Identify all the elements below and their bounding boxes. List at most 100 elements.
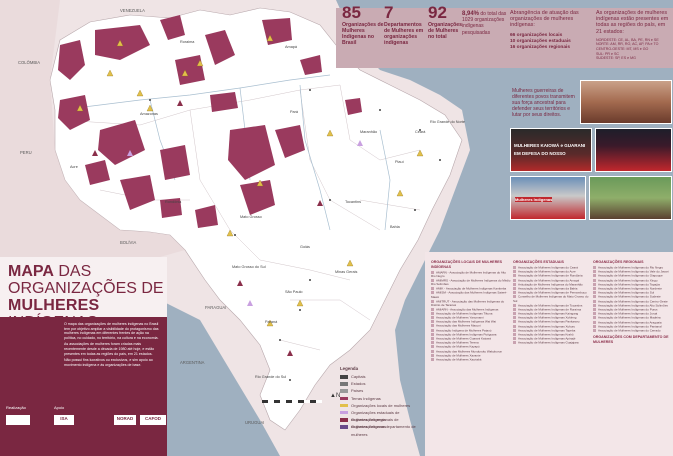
indigenous-lands bbox=[58, 15, 362, 228]
legend-label: Organizações locais de mulheres bbox=[351, 402, 411, 408]
state-label: Amapá bbox=[285, 45, 298, 49]
country-label: PARAGUAI bbox=[205, 305, 227, 310]
list-item: Associação de Mulheres Indígenas do Cear… bbox=[513, 265, 593, 270]
state-label: Minas Gerais bbox=[335, 270, 358, 274]
list-item: Associação de Mulheres Indígenas do Nord… bbox=[593, 286, 673, 291]
bullet-icon bbox=[513, 291, 516, 295]
bullet-icon bbox=[431, 279, 434, 283]
bullet-icon bbox=[431, 337, 434, 341]
bullet-icon bbox=[513, 341, 516, 345]
list-item: Associação de Mulheres Indígenas Tikuna bbox=[431, 311, 511, 316]
list-item: Associação de Mulheres Indígenas do Sul bbox=[593, 291, 673, 295]
bullet-icon bbox=[593, 266, 596, 269]
bullet-icon bbox=[593, 278, 596, 282]
country-label: PERU bbox=[20, 150, 32, 155]
bullet-icon bbox=[513, 320, 516, 324]
region-item: NORDESTE: CE, AL, BA, PE, RN e SE bbox=[596, 37, 659, 42]
list-item: Associação de Mulheres Indígenas Xukuru bbox=[513, 324, 593, 329]
country-label: VENEZUELA bbox=[120, 8, 145, 13]
list-item: Associação de Mulheres Indígenas do Amap… bbox=[513, 278, 593, 283]
intro-text: O mapa das organizações de mulheres indí… bbox=[64, 322, 160, 369]
region-item: CENTRO-OESTE: MT, MS e GO bbox=[596, 47, 649, 51]
list-item: Associação de Mulheres Yanomami bbox=[431, 315, 511, 320]
list-item: Associação de Mulheres Indígenas Potigua… bbox=[431, 332, 511, 337]
bullet-icon bbox=[593, 282, 596, 286]
scope-item: 10 organizações estaduais bbox=[510, 38, 571, 44]
organization-markers bbox=[76, 34, 424, 356]
list-item: AMARN - Associação de Mulheres Indígenas… bbox=[431, 270, 507, 279]
stat-value: 85 bbox=[342, 3, 361, 22]
list-section-heading: ORGANIZAÇÕES REGIONAIS bbox=[593, 260, 644, 264]
state-label: Mato Grosso bbox=[240, 215, 262, 219]
legend-swatch bbox=[340, 389, 348, 393]
list-item: Associação de Mulheres Indígenas Tapeba bbox=[513, 328, 593, 333]
legend-label: Capitais bbox=[351, 374, 366, 379]
bullet-icon bbox=[513, 303, 516, 307]
legend-swatch bbox=[340, 410, 348, 415]
list-item: Associação de Mulheres Indígenas do Cerr… bbox=[593, 328, 673, 333]
scale-bar bbox=[262, 400, 322, 403]
title-rest: DAS bbox=[58, 263, 92, 280]
state-label: Pará bbox=[290, 110, 299, 114]
photo-group-2 bbox=[595, 128, 672, 172]
bullet-icon bbox=[513, 332, 516, 336]
list-section-heading: ORGANIZAÇÕES LOCAIS DE MULHERES INDÍGENA… bbox=[431, 260, 503, 269]
banner-text: MULHERES KAIOWÁ e GUARANI bbox=[514, 143, 586, 148]
legend-swatch bbox=[340, 418, 348, 422]
logo: CAFOD bbox=[140, 415, 166, 425]
bullet-icon bbox=[593, 303, 596, 307]
bullet-icon bbox=[513, 311, 516, 315]
bullet-icon bbox=[431, 307, 434, 311]
logo: ISA bbox=[54, 415, 74, 425]
list-item: Associação de Mulheres Indígenas do Acre bbox=[513, 270, 593, 274]
state-label: Mato Grosso do Sul bbox=[232, 265, 266, 269]
state-label: Bahia bbox=[390, 225, 400, 229]
bullet-icon bbox=[513, 282, 516, 286]
country-label: ARGENTINA bbox=[180, 360, 205, 365]
region-item: SUL: PR e SC bbox=[596, 51, 619, 56]
state-label: Paraná bbox=[265, 320, 278, 324]
scope-block: Abrangência de atuação das organizações … bbox=[510, 10, 590, 51]
legend-swatch bbox=[340, 375, 348, 379]
list-item: Associação de Mulheres Indígenas de Rora… bbox=[513, 307, 593, 312]
bullet-icon bbox=[513, 274, 516, 278]
legend-label: Países bbox=[351, 388, 364, 394]
title-bold: MULHERES bbox=[8, 297, 100, 314]
legend-item: Estados bbox=[340, 380, 416, 387]
bullet-icon bbox=[593, 308, 596, 312]
country-label: BOLÍVIA bbox=[120, 240, 137, 245]
legend-label: Organizações com departamento de mulhere… bbox=[351, 424, 416, 437]
brazil-territory bbox=[49, 7, 463, 431]
list-column: ORGANIZAÇÕES LOCAIS DE MULHERES INDÍGENA… bbox=[431, 258, 511, 362]
legend-item: Organizações com departamento de mulhere… bbox=[340, 423, 416, 437]
bullet-icon bbox=[431, 299, 434, 303]
state-label: Rio Grande do Norte bbox=[430, 120, 466, 124]
state-label: Goiás bbox=[300, 245, 310, 249]
poster-title: MAPA DAS ORGANIZAÇÕES DE MULHERES INDÍGE… bbox=[0, 257, 167, 331]
legend-item: Capitais bbox=[340, 373, 416, 380]
map-legend: Legenda Capitais Estados Países Terras Indí… bbox=[340, 366, 416, 437]
list-item: Associação de Mulheres Xavante bbox=[431, 353, 511, 358]
list-item: Associação de Mulheres Indígenas do Tapa… bbox=[593, 282, 673, 287]
bullet-icon bbox=[513, 337, 516, 341]
stat-label: Organizações de Mulheres Indígenas no Br… bbox=[342, 22, 384, 46]
intro-panel bbox=[0, 317, 167, 456]
regions-heading: As organizações de mulheres indígenas es… bbox=[596, 10, 669, 35]
stat-percent-text: do total das 1029 organizações indígenas… bbox=[462, 11, 507, 36]
bullet-icon bbox=[593, 316, 596, 320]
bullet-icon bbox=[431, 316, 434, 320]
bullet-icon bbox=[593, 270, 596, 274]
state-label: São Paulo bbox=[285, 290, 303, 294]
legend-swatch bbox=[340, 382, 348, 386]
legend-label: Estados bbox=[351, 381, 366, 387]
list-column: ORGANIZAÇÕES ESTADUAIS Associação de Mulh… bbox=[513, 258, 593, 346]
list-item: Associação de Mulheres Indígenas Pankara… bbox=[513, 320, 593, 324]
list-item: Associação de Mulheres Indígenas da Bahi… bbox=[513, 286, 593, 291]
bullet-icon bbox=[593, 291, 596, 295]
list-item: Associação de Mulheres Indígenas do Cent… bbox=[593, 299, 673, 304]
legend-label: Organizações estaduais de mulheres indíg… bbox=[351, 409, 400, 423]
state-label: Tocantins bbox=[345, 200, 362, 204]
list-item: Associação de Mulheres Kayapó bbox=[431, 345, 511, 349]
list-item: Associação de Mulheres Indígenas do Sude… bbox=[593, 295, 673, 299]
list-section-heading: ORGANIZAÇÕES COM DEPARTAMENTO DE MULHERE… bbox=[593, 335, 669, 345]
